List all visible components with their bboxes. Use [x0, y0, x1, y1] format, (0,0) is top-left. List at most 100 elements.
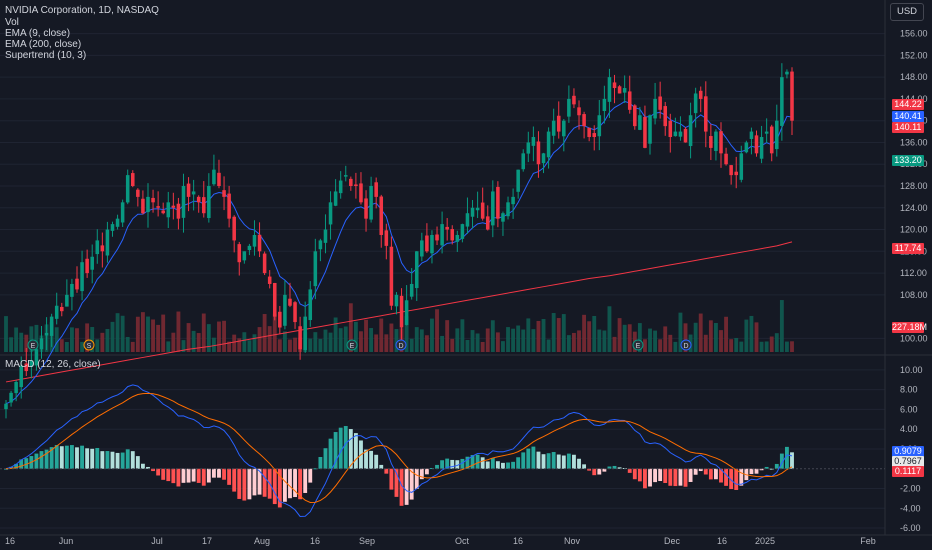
macd-histogram-bar — [683, 468, 688, 487]
macd-axis-label: 4.00 — [900, 424, 918, 434]
volume-bar — [24, 334, 29, 352]
volume-bar — [105, 329, 110, 352]
candle-body — [409, 283, 414, 297]
volume-bar — [409, 338, 414, 352]
macd-histogram-bar — [440, 460, 445, 469]
macd-histogram-bar — [485, 461, 490, 469]
time-axis-label: Jun — [59, 536, 74, 546]
candle-body — [196, 196, 201, 203]
candle-body — [283, 294, 287, 326]
price-tag: 227.18M — [892, 322, 928, 333]
macd-histogram-bar — [455, 460, 460, 469]
volume-bar — [186, 323, 191, 352]
macd-histogram-bar — [196, 468, 201, 483]
candle-body — [125, 175, 130, 203]
macd-histogram-bar — [277, 468, 282, 508]
price-axis-label: 128.00 — [900, 181, 928, 191]
volume-bar — [211, 337, 216, 352]
price-tag: 140.41 — [892, 111, 924, 122]
volume-bar — [293, 337, 297, 352]
volume-bar — [698, 313, 703, 352]
volume-bar — [516, 325, 521, 352]
volume-bar — [237, 338, 242, 352]
volume-bar — [668, 334, 673, 352]
candle-body — [668, 120, 673, 138]
volume-legend[interactable]: Vol — [5, 17, 19, 28]
macd-histogram-bar — [414, 468, 419, 489]
ema9-legend[interactable]: EMA (9, close) — [5, 28, 71, 39]
volume-bar — [749, 315, 754, 352]
macd-histogram-bar — [54, 445, 59, 469]
volume-bar — [14, 327, 19, 352]
volume-bar — [151, 319, 155, 352]
supertrend-legend[interactable]: Supertrend (10, 3) — [5, 50, 87, 61]
volume-bar — [531, 329, 536, 352]
candle-body — [688, 115, 693, 147]
candle-body — [19, 365, 23, 388]
price-axis-label: 136.00 — [900, 137, 928, 147]
event-marker-label: D — [683, 343, 688, 350]
volume-bar — [597, 329, 602, 352]
candle-body — [227, 193, 231, 219]
volume-bar — [663, 326, 668, 352]
candle-body — [744, 142, 749, 153]
candle-body — [201, 197, 206, 214]
candle-body — [217, 172, 221, 186]
candle-body — [85, 258, 89, 274]
macd-histogram-bar — [779, 453, 784, 469]
candle-body — [551, 120, 556, 136]
candle-body — [404, 300, 409, 325]
macd-histogram-bar — [9, 466, 13, 469]
macd-histogram-bar — [95, 447, 100, 469]
volume-bar — [146, 316, 150, 352]
candle-body — [242, 251, 247, 261]
volume-bar — [379, 318, 384, 352]
candle-body — [237, 244, 242, 263]
event-marker-label: S — [87, 343, 92, 350]
candle-body — [607, 77, 612, 102]
candle-body — [658, 96, 662, 110]
time-axis-label: 2025 — [755, 536, 775, 546]
volume-bar — [242, 332, 247, 352]
volume-bar — [90, 327, 95, 352]
volume-bar — [110, 321, 115, 352]
price-axis-label: 144.00 — [900, 94, 928, 104]
volume-bar — [64, 341, 69, 352]
candle-body — [29, 360, 34, 367]
macd-histogram-bar — [69, 445, 74, 469]
candle-body — [100, 245, 105, 252]
candle-body — [719, 131, 723, 154]
macd-histogram-bar — [186, 468, 191, 483]
price-axis-label: 156.00 — [900, 29, 928, 39]
currency-button[interactable]: USD — [890, 3, 924, 21]
candle-body — [749, 131, 754, 139]
volume-bar — [9, 337, 13, 352]
candle-body — [546, 131, 551, 158]
macd-histogram-bar — [105, 451, 110, 469]
macd-histogram-bar — [19, 459, 24, 469]
time-axis-label: Feb — [860, 536, 876, 546]
volume-bar — [551, 313, 556, 352]
volume-bar — [779, 300, 784, 352]
macd-histogram-bar — [232, 468, 237, 492]
event-marker-label: D — [398, 343, 403, 350]
macd-histogram-bar — [602, 468, 607, 472]
candle-body — [521, 153, 526, 170]
volume-bar — [282, 331, 287, 352]
candle-body — [714, 131, 718, 151]
macd-histogram-bar — [587, 468, 592, 471]
candle-body — [739, 153, 744, 180]
symbol-legend[interactable]: NVIDIA Corporation, 1D, NASDAQ — [5, 5, 159, 16]
candle-body — [556, 115, 561, 132]
volume-bar — [29, 326, 34, 352]
macd-histogram-bar — [566, 453, 571, 469]
volume-bar — [612, 336, 617, 352]
macd-legend[interactable]: MACD (12, 26, close) — [5, 359, 101, 370]
candle-body — [262, 253, 267, 274]
ema200-legend[interactable]: EMA (200, close) — [5, 39, 82, 50]
macd-histogram-bar — [14, 463, 19, 469]
macd-histogram-bar — [257, 468, 262, 495]
volume-bar — [247, 340, 252, 352]
volume-bar — [54, 327, 59, 352]
